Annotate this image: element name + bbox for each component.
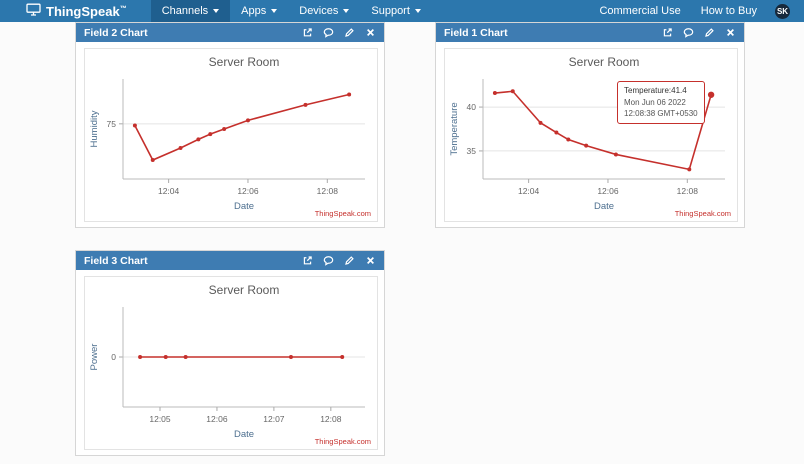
svg-text:12:04: 12:04 (158, 186, 180, 196)
svg-text:12:06: 12:06 (206, 414, 228, 424)
main-menu: Channels Apps Devices Support (150, 0, 432, 22)
comment-icon[interactable] (683, 27, 694, 38)
brand-text: ThingSpeak™ (46, 3, 127, 19)
nav-item-commercial-use[interactable]: Commercial Use (589, 0, 690, 22)
chevron-down-icon (414, 9, 421, 13)
trademark: ™ (119, 5, 127, 13)
svg-text:ThingSpeak.com: ThingSpeak.com (315, 209, 371, 218)
panel-field1-chart: Field 1 Chart 40 35 12:04 12:06 12:08 Server … (435, 22, 745, 228)
svg-text:75: 75 (107, 119, 117, 129)
thingspeak-logo-icon (26, 3, 41, 19)
nav-item-label: Support (371, 5, 410, 17)
edit-icon[interactable] (704, 27, 715, 38)
power-line-chart: 0 12:05 12:06 12:07 12:08 Server Room Power Dat… (89, 283, 371, 446)
close-icon[interactable] (365, 27, 376, 38)
tooltip-value: Temperature:41.4 (624, 86, 687, 95)
svg-text:Temperature: Temperature (449, 102, 460, 155)
svg-text:12:06: 12:06 (237, 186, 259, 196)
svg-text:12:06: 12:06 (597, 186, 619, 196)
comment-icon[interactable] (323, 255, 334, 266)
svg-text:12:08: 12:08 (320, 414, 342, 424)
chart-frame: 0 12:05 12:06 12:07 12:08 Server Room Power Dat… (84, 276, 378, 450)
panel-icons (302, 255, 376, 266)
nav-item-channels[interactable]: Channels (150, 0, 231, 22)
user-avatar[interactable]: SK (775, 3, 790, 19)
nav-item-how-to-buy[interactable]: How to Buy (691, 0, 767, 22)
panel-title: Field 3 Chart (84, 254, 148, 267)
svg-text:Power: Power (89, 344, 100, 371)
svg-text:ThingSpeak.com: ThingSpeak.com (675, 209, 731, 218)
humidity-line-chart: 75 12:04 12:06 12:08 Server Room Humidity Date… (89, 55, 371, 218)
panel-body: 0 12:05 12:06 12:07 12:08 Server Room Power Dat… (76, 270, 384, 456)
svg-text:Server Room: Server Room (569, 55, 640, 69)
panel-body: 75 12:04 12:06 12:08 Server Room Humidity Date… (76, 42, 384, 228)
nav-item-label: Devices (299, 5, 339, 17)
svg-text:35: 35 (467, 146, 477, 156)
svg-text:Date: Date (594, 201, 614, 212)
chart-tooltip: Temperature:41.4 Mon Jun 06 2022 12:08:3… (617, 81, 705, 124)
open-in-new-icon[interactable] (662, 27, 673, 38)
nav-item-label: Commercial Use (599, 5, 681, 17)
panel-body: 40 35 12:04 12:06 12:08 Server Room Temperatur… (436, 42, 744, 228)
nav-item-apps[interactable]: Apps (230, 0, 288, 22)
svg-text:Server Room: Server Room (209, 55, 280, 69)
svg-text:ThingSpeak.com: ThingSpeak.com (315, 437, 371, 446)
chevron-down-icon (213, 9, 220, 13)
tooltip-date: Mon Jun 06 2022 (624, 97, 686, 107)
nav-item-devices[interactable]: Devices (288, 0, 360, 22)
navbar: ThingSpeak™ Channels Apps Devices Suppor… (0, 0, 804, 22)
tooltip-time: 12:08:38 GMT+0530 (624, 109, 698, 119)
svg-text:12:07: 12:07 (263, 414, 285, 424)
comment-icon[interactable] (323, 27, 334, 38)
nav-item-label: Channels (161, 5, 209, 17)
svg-text:Date: Date (234, 429, 254, 440)
close-icon[interactable] (365, 255, 376, 266)
panel-title: Field 1 Chart (444, 26, 508, 39)
temperature-line-chart: 40 35 12:04 12:06 12:08 Server Room Temperatur… (449, 55, 731, 218)
panel-icons (302, 27, 376, 38)
chevron-down-icon (343, 9, 350, 13)
nav-item-label: How to Buy (700, 5, 757, 17)
brand[interactable]: ThingSpeak™ (26, 3, 127, 19)
panel-field2-chart: Field 2 Chart 75 12:04 12:06 12:08 Server Ro… (75, 22, 385, 228)
edit-icon[interactable] (344, 27, 355, 38)
chevron-down-icon (271, 9, 278, 13)
chart-frame: 40 35 12:04 12:06 12:08 Server Room Temperatur… (444, 48, 738, 222)
panel-title: Field 2 Chart (84, 26, 148, 39)
svg-text:12:05: 12:05 (149, 414, 171, 424)
panel-header: Field 2 Chart (76, 23, 384, 42)
panel-icons (662, 27, 736, 38)
svg-text:12:08: 12:08 (677, 186, 699, 196)
nav-item-label: Apps (241, 5, 267, 17)
panel-header: Field 1 Chart (436, 23, 744, 42)
svg-text:Humidity: Humidity (89, 110, 100, 147)
panel-field3-chart: Field 3 Chart 0 12:05 12:06 12:07 12:08 Serve… (75, 250, 385, 456)
navbar-right: Commercial Use How to Buy SK (589, 0, 790, 22)
chart-frame: 75 12:04 12:06 12:08 Server Room Humidity Date… (84, 48, 378, 222)
svg-text:12:08: 12:08 (317, 186, 339, 196)
svg-text:12:04: 12:04 (518, 186, 540, 196)
nav-item-support[interactable]: Support (360, 0, 432, 22)
open-in-new-icon[interactable] (302, 255, 313, 266)
svg-text:Server Room: Server Room (209, 283, 280, 297)
close-icon[interactable] (725, 27, 736, 38)
svg-text:Date: Date (234, 201, 254, 212)
svg-text:40: 40 (467, 102, 477, 112)
open-in-new-icon[interactable] (302, 27, 313, 38)
edit-icon[interactable] (344, 255, 355, 266)
svg-text:0: 0 (111, 352, 116, 362)
panel-header: Field 3 Chart (76, 251, 384, 270)
